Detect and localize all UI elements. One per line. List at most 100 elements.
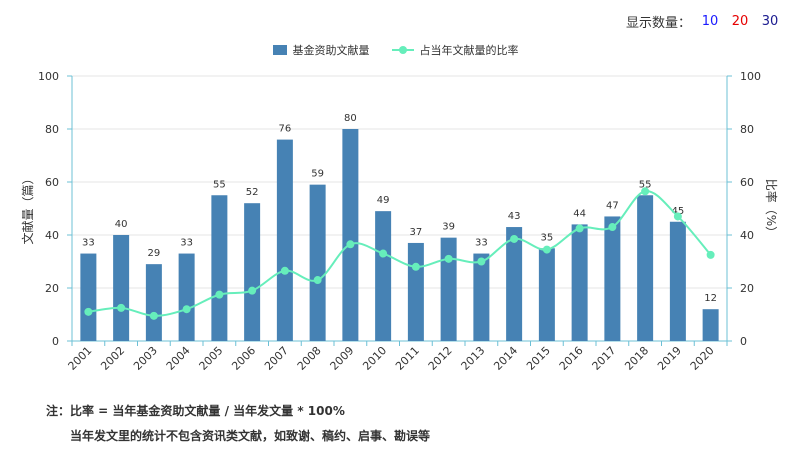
bar <box>309 184 326 341</box>
x-tick-label: 2004 <box>164 344 193 373</box>
bar-value-label: 55 <box>213 179 226 190</box>
bar <box>669 221 686 341</box>
x-tick-label: 2015 <box>524 344 553 373</box>
bar-value-label: 43 <box>508 211 521 222</box>
bar <box>702 309 719 341</box>
bar <box>506 227 523 341</box>
legend-bar-label: 基金资助文献量 <box>292 44 370 57</box>
legend-line-label: 占当年文献量的比率 <box>419 44 519 57</box>
chart-legend: 基金资助文献量 占当年文献量的比率 <box>0 42 791 58</box>
ratio-point <box>444 254 453 263</box>
bar-value-label: 55 <box>639 179 652 190</box>
ratio-point <box>411 262 420 271</box>
ratio-point <box>215 290 224 299</box>
bar-value-label: 33 <box>475 238 488 249</box>
ratio-point <box>84 307 93 316</box>
bar <box>276 139 293 341</box>
ratio-point <box>673 212 682 221</box>
bar <box>571 224 588 341</box>
ratio-point <box>149 311 158 320</box>
y2-tick-label: 40 <box>740 229 754 242</box>
bar <box>407 242 424 341</box>
ratio-point <box>477 257 486 266</box>
display-count-option-30[interactable]: 30 <box>761 14 779 29</box>
y2-tick-label: 100 <box>740 70 761 83</box>
x-tick-label: 2014 <box>491 344 520 373</box>
bar <box>244 203 261 341</box>
ratio-point <box>641 187 650 196</box>
bar-value-label: 47 <box>606 200 619 211</box>
bar-value-label: 39 <box>442 222 455 233</box>
x-tick-label: 2018 <box>622 344 651 373</box>
display-count-control: 显示数量： 10 20 30 <box>626 12 781 31</box>
bar-value-label: 33 <box>180 238 193 249</box>
bar <box>375 211 392 341</box>
x-tick-label: 2001 <box>66 344 95 373</box>
x-tick-label: 2007 <box>262 344 291 373</box>
bar <box>538 248 555 341</box>
y-axis-title: 文献量（篇） <box>20 172 35 244</box>
bar <box>178 253 195 341</box>
bar-value-label: 40 <box>115 219 128 230</box>
bar-value-label: 49 <box>377 195 390 206</box>
ratio-point <box>248 286 257 295</box>
ratio-point <box>510 234 519 243</box>
x-tick-label: 2012 <box>426 344 455 373</box>
y2-tick-label: 0 <box>740 335 747 348</box>
ratio-point <box>182 305 191 314</box>
x-tick-label: 2020 <box>688 344 717 373</box>
bar <box>604 216 621 341</box>
chart-note-exclusion: 当年发文里的统计不包含资讯类文献，如致谢、稿约、启事、勘误等 <box>70 429 431 443</box>
bar-value-label: 33 <box>82 238 95 249</box>
ratio-point <box>280 266 289 275</box>
y-tick-label: 100 <box>38 70 59 83</box>
display-count-option-10[interactable]: 10 <box>701 14 719 29</box>
legend-item-line-series[interactable]: 占当年文献量的比率 <box>391 42 519 58</box>
x-tick-label: 2013 <box>459 344 488 373</box>
bar <box>440 237 457 341</box>
x-tick-label: 2019 <box>655 344 684 373</box>
bar-value-label: 80 <box>344 113 357 124</box>
legend-line-swatch <box>391 45 414 55</box>
bar <box>145 264 162 341</box>
y2-tick-label: 20 <box>740 282 754 295</box>
y2-tick-label: 80 <box>740 123 754 136</box>
legend-bar-swatch <box>272 45 287 55</box>
bar-value-label: 59 <box>311 169 324 180</box>
bar-value-label: 12 <box>704 293 717 304</box>
y-tick-label: 60 <box>45 176 59 189</box>
legend-item-bar-series[interactable]: 基金资助文献量 <box>272 42 370 58</box>
bar <box>80 253 97 341</box>
y-tick-label: 80 <box>45 123 59 136</box>
bar-value-label: 37 <box>410 227 423 238</box>
ratio-point <box>313 276 322 285</box>
bar-value-label: 52 <box>246 187 259 198</box>
x-tick-label: 2006 <box>229 344 258 373</box>
bar-value-label: 29 <box>148 248 161 259</box>
x-tick-label: 2011 <box>393 344 422 373</box>
ratio-point <box>542 245 551 254</box>
bar-value-label: 76 <box>279 124 292 135</box>
bar-value-label: 35 <box>541 232 554 243</box>
display-count-label: 显示数量： <box>625 16 691 31</box>
y2-axis-title: 比率（%） <box>764 179 779 238</box>
bar <box>113 235 130 341</box>
ratio-point <box>706 250 715 259</box>
display-count-option-20[interactable]: 20 <box>731 14 749 29</box>
x-tick-label: 2003 <box>131 344 160 373</box>
x-tick-label: 2008 <box>295 344 324 373</box>
y2-tick-label: 60 <box>740 176 754 189</box>
y-tick-label: 40 <box>45 229 59 242</box>
x-tick-label: 2010 <box>360 344 389 373</box>
bar <box>637 195 654 341</box>
bar <box>473 253 490 341</box>
bar <box>342 129 359 341</box>
bar-value-label: 45 <box>672 206 685 217</box>
bar <box>211 195 228 341</box>
bar-value-label: 44 <box>573 208 586 219</box>
y-tick-label: 20 <box>45 282 59 295</box>
y-tick-label: 0 <box>52 335 59 348</box>
ratio-point <box>117 303 126 312</box>
ratio-point <box>575 224 584 233</box>
